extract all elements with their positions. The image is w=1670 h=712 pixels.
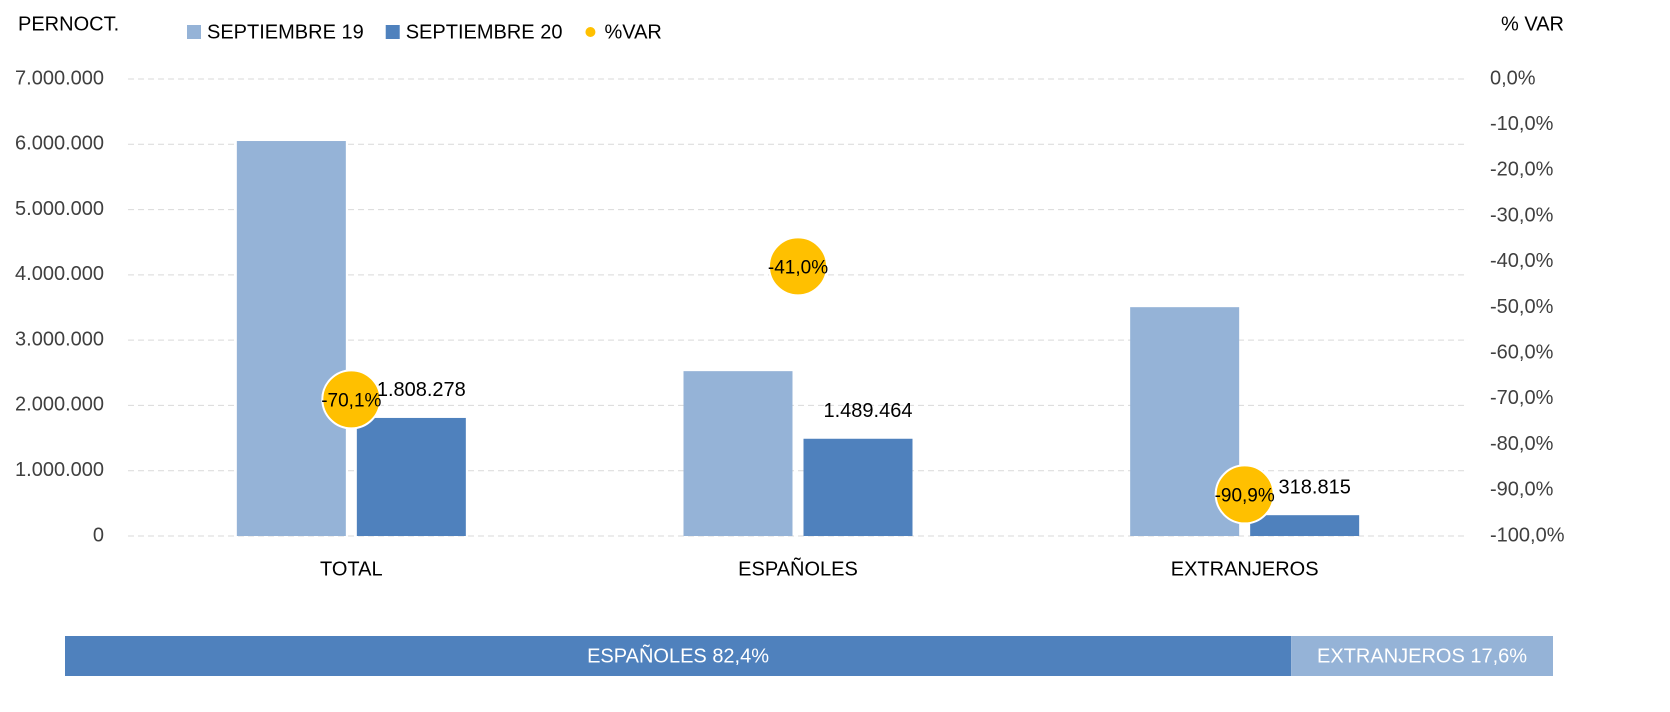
data-label: 1.808.278 [377,379,466,401]
marker [321,369,382,430]
y2-tick-label: -20,0% [1490,159,1554,181]
bar [1250,515,1360,536]
y-tick-label: 2.000.000 [15,394,104,416]
y-tick-label: 7.000.000 [15,67,104,89]
y-tick-label: 6.000.000 [15,133,104,155]
y-tick-label: 4.000.000 [15,263,104,285]
y2-tick-label: -50,0% [1490,296,1554,318]
y2-tick-label: 0,0% [1490,67,1536,89]
y2-tick-label: -10,0% [1490,113,1554,135]
legend-label: %VAR [604,21,661,43]
y2-tick-label: -40,0% [1490,250,1554,272]
legend-label: SEPTIEMBRE 20 [406,21,563,43]
legend-label: SEPTIEMBRE 19 [207,21,364,43]
y-tick-label: 5.000.000 [15,198,104,220]
bar [803,438,913,536]
y2-tick-label: -100,0% [1490,524,1565,546]
bar [683,371,793,536]
x-tick-label: EXTRANJEROS [1171,558,1319,580]
data-label: -90,9% [1215,485,1275,506]
bar [356,417,466,536]
y2-tick-label: -90,0% [1490,479,1554,501]
share-label: EXTRANJEROS 17,6% [1317,645,1527,667]
y-tick-label: 1.000.000 [15,459,104,481]
data-label: -70,1% [321,390,381,411]
y2-tick-label: -30,0% [1490,204,1554,226]
y2-tick-label: -70,0% [1490,387,1554,409]
y-tick-label: 0 [93,524,104,546]
data-label: 1.489.464 [824,400,913,422]
marker [1214,464,1275,525]
y-axis-title: PERNOCT. [18,13,119,35]
legend-swatch [585,27,596,37]
legend-swatch [385,25,400,39]
share-segment [65,636,1292,676]
bar [236,141,346,536]
y2-axis-title: % VAR [1501,13,1564,35]
legend-swatch [187,25,201,39]
share-segment [1291,636,1553,676]
y2-tick-label: -60,0% [1490,341,1554,363]
marker [768,236,828,297]
data-label: -41,0% [768,257,828,278]
x-tick-label: ESPAÑOLES [738,556,858,580]
data-label: 318.815 [1279,476,1351,498]
x-tick-label: TOTAL [320,558,383,580]
y2-tick-label: -80,0% [1490,433,1554,455]
share-label: ESPAÑOLES 82,4% [587,643,769,667]
y-tick-label: 3.000.000 [15,328,104,350]
